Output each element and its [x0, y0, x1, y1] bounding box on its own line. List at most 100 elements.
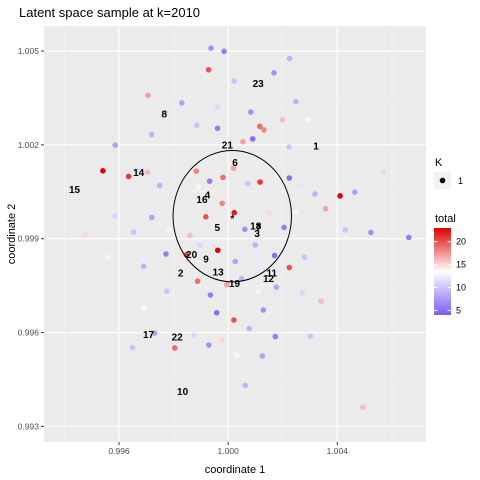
data-point — [312, 191, 318, 197]
data-point — [248, 109, 254, 115]
data-point — [274, 172, 281, 178]
color-legend-tick-label: 20 — [456, 237, 466, 247]
data-point — [406, 234, 412, 241]
data-point — [286, 175, 293, 181]
data-point — [232, 258, 239, 265]
data-point — [322, 205, 329, 212]
data-point — [252, 242, 258, 248]
data-point — [125, 173, 132, 180]
size-legend-title: K — [435, 157, 443, 169]
data-point — [190, 332, 197, 339]
data-point — [148, 214, 155, 221]
node-label: 8 — [162, 110, 168, 121]
data-point — [318, 298, 324, 305]
x-tick-label: 1.000 — [218, 446, 240, 456]
data-point — [301, 254, 308, 260]
node-label: 13 — [213, 267, 225, 278]
data-point — [351, 189, 358, 195]
data-point — [194, 278, 201, 285]
data-point — [337, 193, 343, 199]
node-label: 3 — [254, 229, 260, 240]
data-point — [178, 100, 185, 106]
data-point — [208, 45, 214, 52]
color-legend-ticks: 5 10 15 20 — [434, 237, 466, 315]
data-point — [206, 342, 212, 348]
node-label: 7 — [256, 223, 262, 234]
x-tick-label: 1.004 — [327, 446, 349, 456]
node-label: 4 — [205, 191, 211, 202]
data-point — [259, 353, 266, 359]
data-point — [288, 310, 294, 317]
node-label: 10 — [177, 387, 189, 398]
data-point — [238, 275, 245, 282]
data-point — [261, 127, 267, 133]
size-legend-dot — [439, 177, 446, 184]
data-point — [144, 169, 151, 176]
node-label: 2 — [178, 268, 184, 279]
data-point — [195, 184, 201, 190]
data-point — [182, 78, 189, 84]
color-legend: total 5 10 15 20 — [434, 213, 466, 315]
data-point — [311, 224, 317, 230]
data-point — [260, 307, 267, 313]
major-gridlines — [44, 26, 426, 442]
plot-panel — [44, 26, 426, 442]
data-point — [242, 382, 249, 389]
data-point — [141, 304, 148, 311]
data-point — [156, 182, 163, 189]
ellipse-layer — [172, 149, 292, 283]
y-tick-label: 0.996 — [18, 328, 40, 338]
data-point — [148, 131, 155, 138]
data-point — [203, 213, 209, 220]
size-legend-label: 1 — [458, 176, 463, 186]
y-tick-label: 0.999 — [18, 234, 40, 244]
data-point — [215, 247, 221, 254]
y-tick-label: 1.002 — [18, 140, 40, 150]
data-point — [231, 209, 237, 216]
data-point — [145, 92, 151, 99]
data-point — [214, 125, 221, 132]
data-point — [193, 168, 200, 174]
data-point — [187, 232, 193, 239]
data-point — [279, 117, 286, 123]
node-label: 11 — [267, 269, 278, 280]
data-point — [82, 231, 88, 238]
data-point — [360, 404, 366, 411]
data-point — [227, 144, 233, 150]
data-point — [214, 104, 221, 110]
data-point — [342, 227, 349, 233]
data-point — [219, 200, 225, 207]
data-point — [129, 344, 136, 351]
node-label: * — [230, 214, 234, 225]
confidence-ellipse — [172, 149, 292, 283]
data-points — [53, 45, 412, 411]
data-point — [257, 179, 263, 185]
data-point — [286, 264, 293, 271]
color-legend-tick-label: 15 — [456, 260, 466, 270]
data-point — [286, 55, 293, 62]
color-legend-title: total — [435, 213, 456, 225]
data-point — [307, 333, 314, 340]
y-axis-title: coordinate 2 — [6, 204, 18, 265]
data-point — [168, 146, 175, 152]
data-point — [171, 345, 178, 351]
y-tick-label: 0.993 — [18, 421, 40, 431]
color-legend-bar — [434, 228, 451, 315]
y-tick-label: 1.005 — [18, 46, 40, 56]
data-point — [273, 284, 280, 290]
data-point — [249, 136, 256, 142]
data-point — [281, 224, 287, 231]
data-point — [205, 66, 212, 73]
data-point — [245, 180, 251, 187]
data-point — [112, 142, 119, 148]
data-point — [197, 242, 203, 249]
data-point — [242, 226, 248, 233]
node-label: 23 — [253, 79, 265, 90]
data-point — [220, 174, 226, 181]
data-point — [194, 122, 200, 129]
data-point — [266, 210, 272, 217]
data-point — [140, 263, 147, 270]
node-label: 14 — [133, 168, 145, 179]
